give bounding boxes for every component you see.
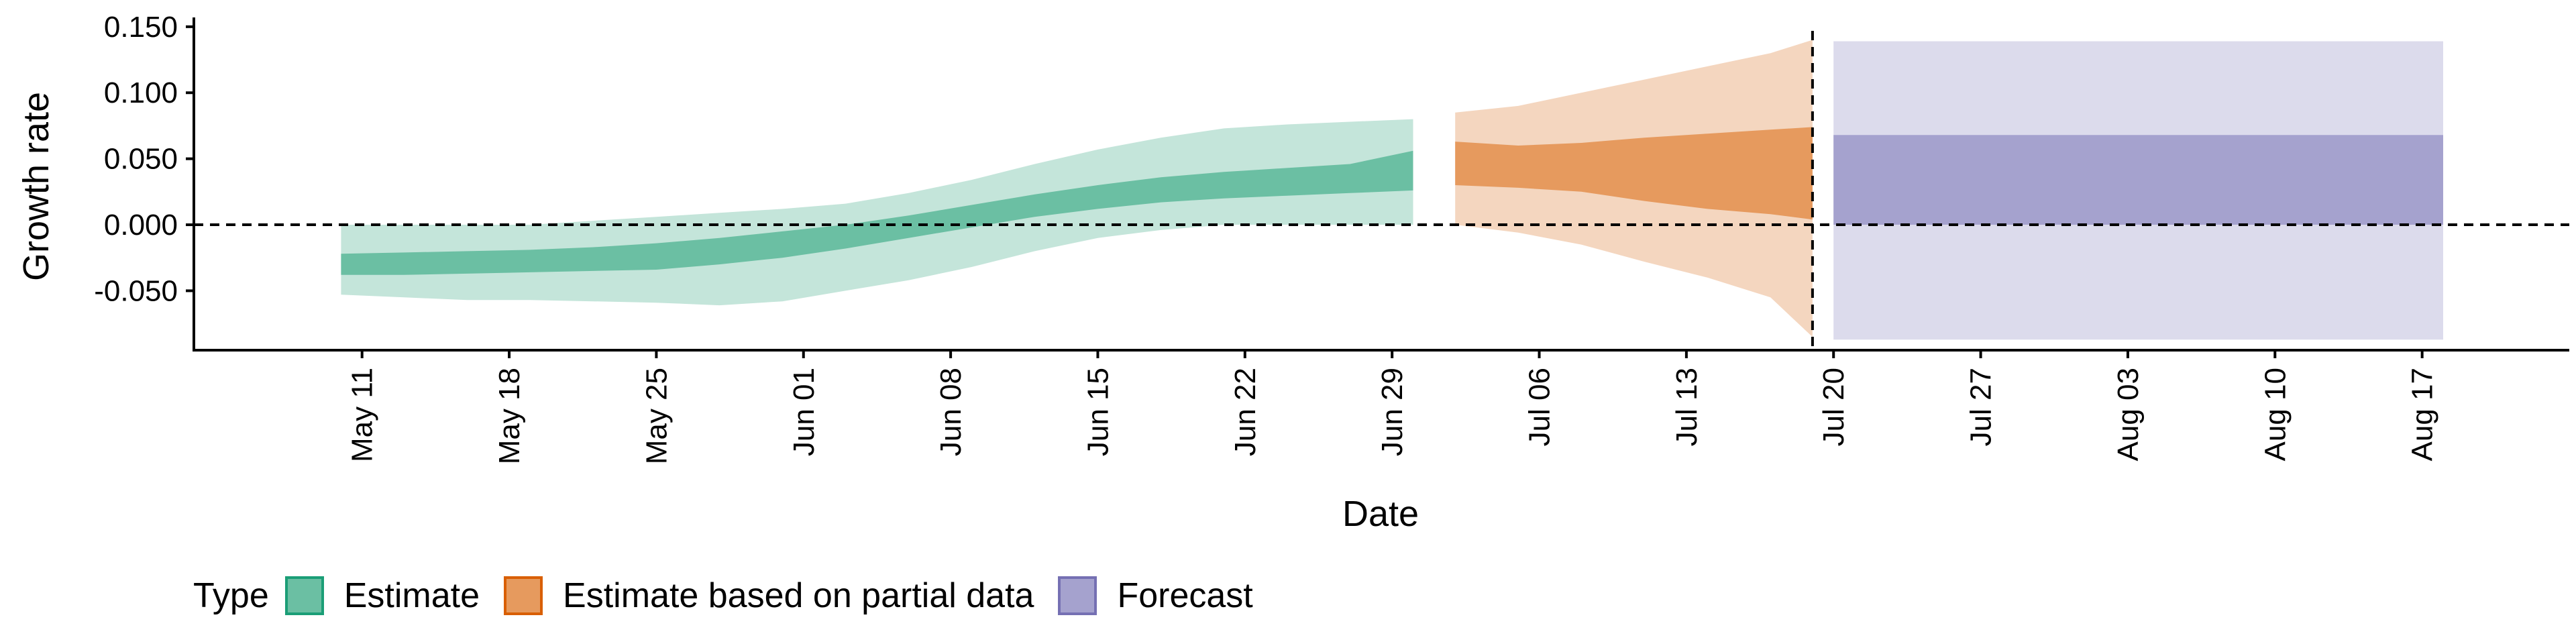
x-tick-label: May 11 [346,368,379,462]
chart-axes: 0.150 0.100 0.050 0.000 -0.050 May 11 May 18 Ma… [94,11,2569,464]
legend: Type Estimate Estimate based on partial … [193,576,1277,616]
legend-item-estimate: Estimate [284,576,480,616]
x-tick-label: Jul 13 [1670,368,1703,446]
chart-bands [341,40,2443,340]
legend-swatch-partial [504,576,543,615]
legend-label-partial: Estimate based on partial data [563,576,1034,615]
x-tick-label: Jun 08 [934,368,967,456]
legend-swatch-estimate [284,576,324,615]
legend-item-partial: Estimate based on partial data [504,576,1034,616]
legend-swatch-forecast [1058,576,1097,615]
x-tick-label: Jul 20 [1817,368,1850,446]
x-tick-label: Aug 03 [2112,368,2145,461]
legend-label-forecast: Forecast [1117,576,1253,615]
y-axis-title: Growth rate [16,92,56,281]
estimate-inner-band [341,150,1413,275]
estimate-outer-band [341,119,1413,306]
legend-item-forecast: Forecast [1058,576,1253,616]
reference-lines [194,31,2569,350]
y-tick-label: 0.100 [104,76,178,109]
y-tick-label: -0.050 [94,274,178,307]
x-tick-label: Aug 10 [2259,368,2292,461]
y-tick-label: 0.000 [104,209,178,241]
legend-label-estimate: Estimate [343,576,480,615]
x-tick-label: May 18 [493,368,526,464]
x-tick-label: Jul 27 [1965,368,1998,446]
y-tick-label: 0.050 [104,143,178,176]
x-tick-label: Jul 06 [1523,368,1556,446]
legend-title: Type [193,576,269,615]
forecast-inner-band [1833,135,2443,225]
x-axis-title: Date [1342,494,1419,534]
x-tick-label: Jun 01 [788,368,820,456]
x-tick-label: Jun 29 [1376,368,1409,456]
y-tick-label: 0.150 [104,11,178,44]
x-tick-label: Jun 15 [1082,368,1115,456]
x-tick-label: Jun 22 [1229,368,1262,456]
x-tick-label: May 25 [640,368,673,464]
x-tick-label: Aug 17 [2406,368,2439,461]
estimate-based-on-partial-data-inner-band [1455,127,1813,220]
